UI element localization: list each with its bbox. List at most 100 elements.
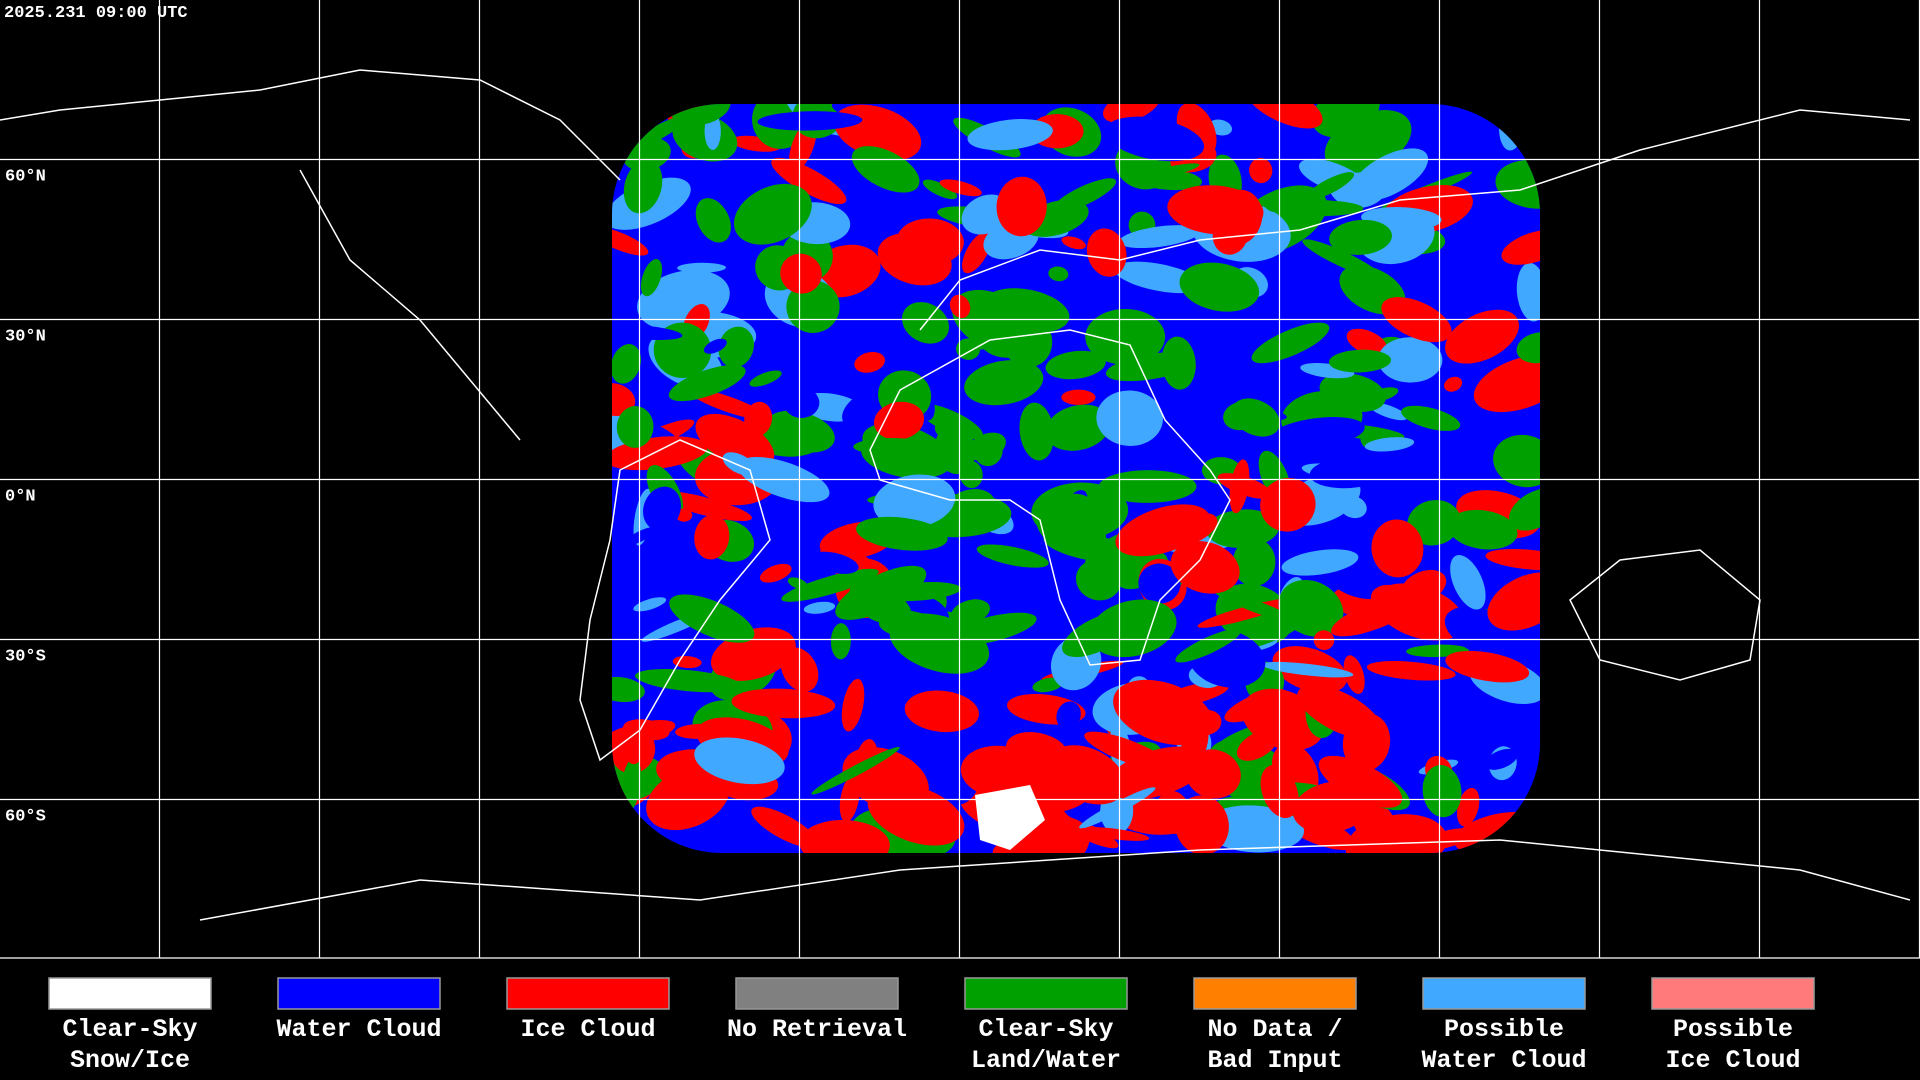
cloud-patch [1445, 650, 1530, 683]
snow-patch [975, 785, 1045, 850]
cloud-patch [612, 344, 641, 384]
cloud-patch [1232, 538, 1276, 587]
cloud-patch [1045, 493, 1104, 553]
cloud-patch [797, 374, 876, 395]
cloud-patch [1501, 229, 1540, 265]
cloud-patch [841, 678, 865, 732]
legend-swatch [1193, 977, 1357, 1010]
cloud-patch [1126, 163, 1200, 183]
coast-eurasia [919, 109, 1911, 331]
cloud-patch [1319, 373, 1386, 412]
cloud-patch [960, 745, 1042, 799]
cloud-patch [1062, 611, 1134, 658]
cloud-patch [1485, 548, 1540, 571]
legend-swatch [735, 977, 899, 1010]
legend-swatch [48, 977, 212, 1010]
cloud-patch [759, 563, 792, 583]
cloud-patch [1048, 266, 1069, 282]
cloud-patch [675, 723, 722, 739]
cloud-patch [1346, 328, 1388, 356]
cloud-patch [1105, 352, 1196, 382]
legend-label: Ice Cloud [520, 1015, 655, 1044]
legend-label: Water Cloud [276, 1015, 441, 1044]
cloud-patch [1096, 390, 1163, 447]
cloud-patch [672, 113, 738, 162]
lat-label: 30°N [5, 328, 46, 347]
cloud-patch [620, 115, 688, 155]
coast-australia [1569, 549, 1761, 681]
cloud-patch [1261, 661, 1354, 678]
cloud-patch [1484, 748, 1518, 770]
cloud-patch [1378, 337, 1443, 383]
legend-label: Water Cloud [1421, 1046, 1586, 1075]
cloud-patch [1473, 354, 1540, 413]
cloud-patch [1160, 681, 1229, 707]
cloud-patch [799, 819, 890, 853]
legend-label: Land/Water [971, 1046, 1121, 1075]
cloud-patch [1445, 309, 1519, 364]
cloud-patch [1079, 787, 1156, 829]
cloud-patch [1292, 781, 1373, 833]
cloud-patch [612, 676, 645, 703]
cloud-patch [1305, 172, 1355, 200]
cloud-patch [934, 421, 957, 440]
legend-swatch [277, 977, 441, 1010]
cloud-patch [1138, 563, 1181, 604]
cloud-patch [1197, 598, 1295, 628]
cloud-patch [1516, 332, 1540, 364]
lat-labels: 60°N 30°N 0°N 30°S 60°S [5, 168, 46, 827]
lat-label: 0°N [5, 488, 36, 507]
coastlines [0, 69, 1911, 921]
cloud-patch [809, 551, 859, 574]
cloud-patch [1450, 555, 1486, 610]
cloud-patch [956, 338, 981, 360]
cloud-patch [973, 435, 1003, 467]
cloud-patch [1203, 805, 1305, 853]
lat-label: 60°S [5, 808, 46, 827]
cloud-patch [830, 623, 851, 660]
legend-swatch [1651, 977, 1815, 1010]
cloud-patch [694, 514, 730, 560]
cloud-patch [1251, 322, 1330, 364]
cloud-mask-field [612, 104, 1540, 853]
cloud-patch [1366, 661, 1456, 681]
cloud-patch [1096, 555, 1126, 570]
cloud-patch [967, 119, 1053, 151]
cloud-patch [633, 597, 667, 612]
cloud-patch [1165, 513, 1218, 547]
cloud-patch [1350, 148, 1429, 202]
cloud-patch [781, 568, 879, 602]
cloud-patch [1401, 569, 1447, 603]
cloud-patch [765, 410, 835, 453]
cloud-patch [1249, 157, 1273, 184]
cloud-patch [783, 387, 820, 418]
cloud-patch [904, 690, 979, 733]
cloud-patch [635, 668, 741, 693]
cloud-patch [1105, 116, 1205, 162]
cloud-patch [996, 176, 1047, 237]
cloud-patch [1019, 402, 1055, 461]
legend-label: Ice Cloud [1665, 1046, 1800, 1075]
cloud-patch [1331, 594, 1420, 637]
cloud-patch [1371, 519, 1424, 578]
cloud-patch [1045, 404, 1111, 451]
cloud-patch [757, 111, 863, 131]
cloud-patch [1179, 262, 1260, 312]
cloud-patch [1318, 755, 1403, 808]
cloud-patch [1245, 104, 1323, 129]
cloud-patch [1061, 389, 1096, 405]
cloud-patch [757, 601, 806, 627]
cloud-patch [646, 766, 730, 831]
cloud-patch [1260, 477, 1316, 532]
legend-swatch [1422, 977, 1586, 1010]
legend-label: Snow/Ice [70, 1046, 190, 1075]
cloud-patch [854, 352, 886, 373]
cloud-patch [1366, 387, 1399, 402]
cloud-patch [1456, 787, 1480, 827]
cloud-patch [1061, 236, 1086, 250]
cloud-patch [1206, 509, 1280, 548]
cloud-patch [1210, 154, 1230, 193]
cloud-patch [1297, 684, 1382, 740]
